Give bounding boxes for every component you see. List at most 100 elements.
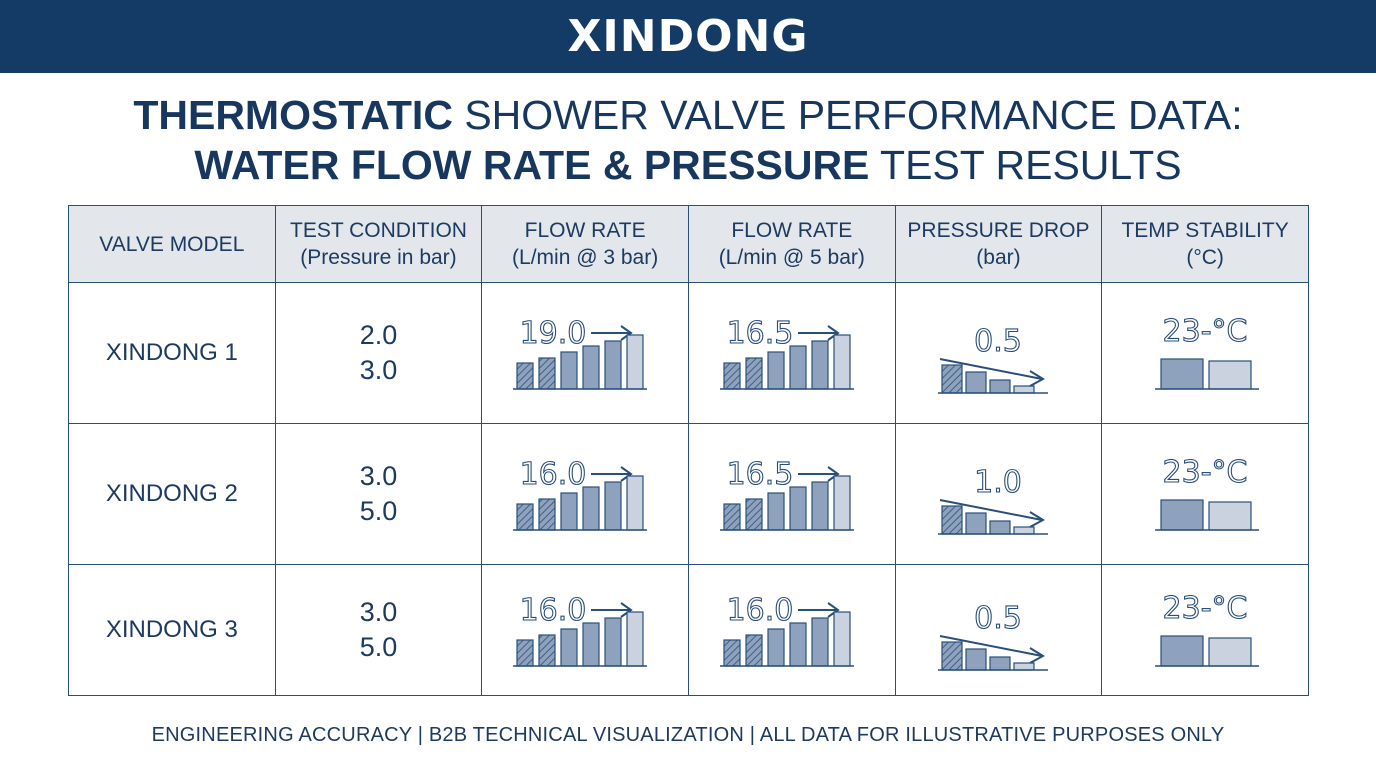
flow-bar <box>582 622 600 667</box>
pressure-drop-cell: 0.5 <box>894 282 1103 424</box>
flow-bar <box>811 617 829 667</box>
trend-arrow-icon <box>940 499 1043 521</box>
flow-bar <box>604 617 622 667</box>
flow-bar <box>767 628 785 667</box>
title-line2-bold: WATER FLOW RATE & PRESSURE <box>194 142 870 188</box>
pressure-drop-cell: 0.5 <box>894 564 1103 696</box>
drop-bar <box>989 379 1012 394</box>
pressure-drop-mini-chart: 0.5 <box>938 323 1049 394</box>
flow-bar <box>560 628 578 667</box>
arrow-head-icon <box>1029 370 1046 387</box>
flow-bar <box>604 340 622 390</box>
flow-bar <box>538 634 556 667</box>
pressure-drop-mini-chart: 0.5 <box>938 600 1049 671</box>
pressure-value: 3.0 <box>359 461 398 491</box>
flow-rate-5bar-cell: 16.0 <box>687 564 896 696</box>
flow-rate-3bar-cell: 19.0 <box>481 282 689 424</box>
footer-disclaimer: ENGINEERING ACCURACY | B2B TECHNICAL VIS… <box>151 724 1225 746</box>
pressure-value: 5.0 <box>359 632 398 662</box>
temp-stability-cell: 23-°C <box>1101 423 1309 565</box>
flow-bar <box>582 486 600 531</box>
flow-rate-mini-chart: 16.5 <box>719 315 854 390</box>
header-temp-stability: TEMP STABILITY (°C) <box>1101 205 1309 283</box>
header-label: FLOW RATE <box>731 219 853 242</box>
temp-stability-value: 23-°C <box>1163 591 1248 626</box>
temp-stability-cell: 23-°C <box>1101 282 1309 424</box>
drop-bar <box>941 641 964 671</box>
flow-bar <box>516 503 534 531</box>
flow-bar <box>833 334 851 390</box>
flow-bar <box>538 498 556 531</box>
temp-stability-mini-chart: 23-°C <box>1155 454 1260 531</box>
flow-bar <box>560 492 578 531</box>
flow-rate-mini-chart: 16.0 <box>719 592 854 667</box>
header-test-condition: TEST CONDITION (Pressure in bar) <box>274 205 483 283</box>
drop-bar <box>941 505 964 535</box>
brand-header-bar: XINDONG <box>0 0 1376 73</box>
temp-bar <box>1208 501 1252 531</box>
flow-bar <box>811 340 829 390</box>
pressure-value: 5.0 <box>359 496 398 526</box>
arrow-head-icon <box>620 602 633 618</box>
flow-bar <box>626 475 644 531</box>
pressure-value: 3.0 <box>359 355 398 385</box>
flow-bar <box>745 357 763 390</box>
performance-table: VALVE MODEL TEST CONDITION (Pressure in b… <box>68 205 1309 696</box>
table-row: XINDONG 1 2.0 3.0 19.0 16.5 0.5 23-°C <box>68 282 1309 424</box>
drop-bar <box>965 648 988 671</box>
arrow-head-icon <box>827 325 840 341</box>
flow-bar <box>811 481 829 531</box>
brand-logo-text: XINDONG <box>567 11 809 62</box>
pressure-drop-value: 1.0 <box>975 465 1023 500</box>
temp-bar <box>1208 637 1252 667</box>
temp-stability-value: 23-°C <box>1163 314 1248 349</box>
flow-bar <box>516 639 534 667</box>
header-label: FLOW RATE <box>524 219 646 242</box>
title-line1-rest: SHOWER VALVE PERFORMANCE DATA: <box>452 92 1243 138</box>
flow-rate-mini-chart: 16.0 <box>513 456 648 531</box>
flow-rate-mini-chart: 16.5 <box>719 456 854 531</box>
table-row: XINDONG 2 3.0 5.0 16.0 16.5 1.0 23-°C <box>68 423 1309 565</box>
flow-bar <box>745 498 763 531</box>
flow-bar <box>745 634 763 667</box>
flow-bar <box>789 345 807 390</box>
flow-bar <box>626 611 644 667</box>
arrow-head-icon <box>620 466 633 482</box>
arrow-head-icon <box>827 466 840 482</box>
arrow-head-icon <box>1029 647 1046 664</box>
flow-bar <box>626 334 644 390</box>
temp-stability-mini-chart: 23-°C <box>1155 313 1260 390</box>
header-pressure-drop: PRESSURE DROP (bar) <box>894 205 1103 283</box>
flow-bar <box>538 357 556 390</box>
pressure-drop-mini-chart: 1.0 <box>938 464 1049 535</box>
page-title: THERMOSTATIC SHOWER VALVE PERFORMANCE DA… <box>0 90 1376 190</box>
header-sublabel: (°C) <box>1186 246 1224 269</box>
drop-bar <box>989 520 1012 535</box>
temp-bar <box>1160 358 1204 390</box>
test-condition-cell: 3.0 5.0 <box>274 564 483 696</box>
pressure-value: 2.0 <box>359 320 398 350</box>
valve-model-cell: XINDONG 1 <box>68 282 276 424</box>
temp-stability-cell: 23-°C <box>1101 564 1309 696</box>
pressure-value: 3.0 <box>359 597 398 627</box>
flow-rate-value: 16.0 <box>520 457 587 492</box>
flow-rate-mini-chart: 16.0 <box>513 592 648 667</box>
temp-bar <box>1160 635 1204 667</box>
header-sublabel: (L/min @ 3 bar) <box>512 246 659 269</box>
flow-bar <box>767 351 785 390</box>
flow-rate-value: 16.0 <box>726 593 793 628</box>
flow-bar <box>833 475 851 531</box>
flow-bar <box>604 481 622 531</box>
temp-bar <box>1208 360 1252 390</box>
flow-rate-3bar-cell: 16.0 <box>481 423 689 565</box>
drop-bar <box>965 371 988 394</box>
title-line2-rest: TEST RESULTS <box>869 142 1182 188</box>
flow-bar <box>789 486 807 531</box>
header-label: TEMP STABILITY <box>1121 219 1289 242</box>
flow-bar <box>767 492 785 531</box>
trend-arrow-icon <box>940 635 1043 657</box>
flow-rate-mini-chart: 19.0 <box>513 315 648 390</box>
table-header-row: VALVE MODEL TEST CONDITION (Pressure in b… <box>68 205 1309 283</box>
trend-arrow-icon <box>940 358 1043 380</box>
test-condition-cell: 2.0 3.0 <box>274 282 483 424</box>
